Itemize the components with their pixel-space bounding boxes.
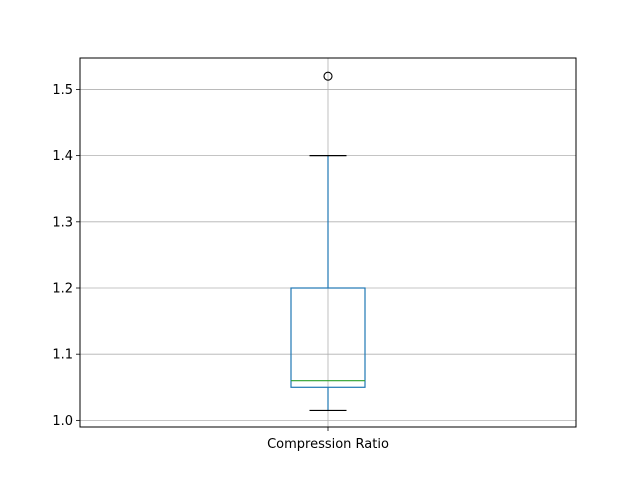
box-body <box>290 287 366 388</box>
x-tick-label: Compression Ratio <box>267 437 389 452</box>
y-axis: 1.0 1.1 1.2 1.3 1.4 1.5 <box>52 83 80 429</box>
outlier-point <box>323 71 333 81</box>
y-tick-label: 1.0 <box>52 414 73 429</box>
y-tick-label: 1.2 <box>52 282 73 297</box>
box-group <box>290 71 366 412</box>
y-tick-label: 1.3 <box>52 215 73 230</box>
y-tick-label: 1.5 <box>52 83 73 98</box>
x-axis: Compression Ratio <box>267 427 389 452</box>
y-tick-label: 1.1 <box>52 348 73 363</box>
y-tick-label: 1.4 <box>52 149 73 164</box>
